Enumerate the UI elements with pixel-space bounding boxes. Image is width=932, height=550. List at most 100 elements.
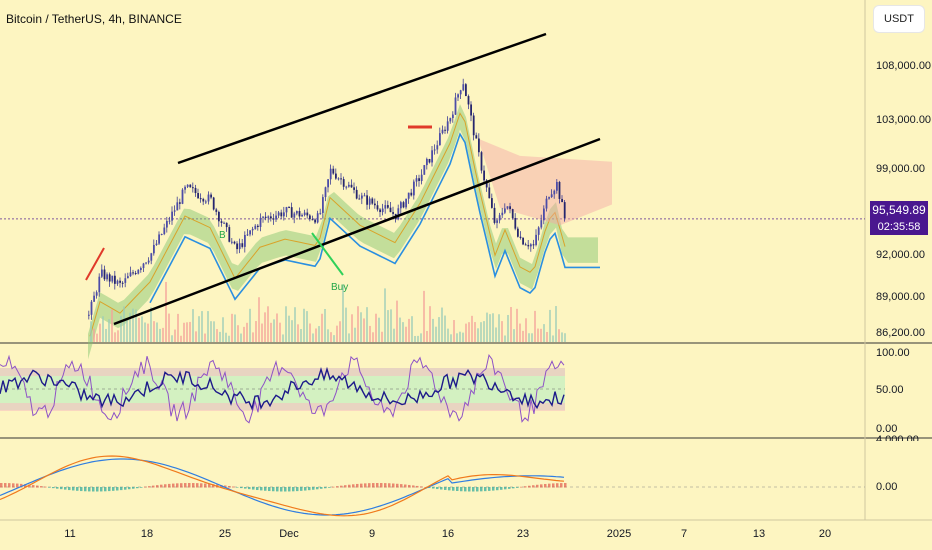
volume-bar: [519, 323, 521, 342]
macd-histogram-bar: [76, 487, 79, 491]
candle-body: [293, 213, 296, 218]
macd-histogram-bar: [412, 485, 415, 488]
candle-body: [129, 272, 132, 277]
volume-bar: [441, 307, 443, 342]
candle-body: [93, 295, 95, 302]
candle-body: [108, 274, 111, 282]
candle-body: [327, 179, 329, 188]
volume-bar: [429, 306, 431, 342]
macd-histogram-bar: [204, 483, 207, 488]
macd-histogram-bar: [240, 487, 243, 489]
volume-bar: [360, 312, 362, 342]
candle-body: [267, 216, 270, 218]
volume-bar: [492, 313, 494, 342]
candle-body: [283, 212, 285, 217]
candle-body: [218, 211, 220, 222]
volume-bar: [291, 320, 293, 342]
candle-body: [363, 195, 366, 197]
volume-bar: [177, 313, 179, 342]
volume-bar: [555, 306, 557, 342]
volume-bar: [168, 313, 170, 342]
volume-bar: [273, 319, 275, 342]
volume-bar: [342, 284, 344, 342]
macd-histogram-bar: [96, 487, 99, 492]
candle-body: [290, 207, 293, 218]
macd-histogram-bar: [308, 487, 311, 491]
candle-body: [116, 280, 119, 284]
volume-bar: [153, 321, 155, 342]
macd-histogram-bar: [52, 487, 55, 489]
candle-body: [415, 178, 418, 182]
candle-body: [384, 205, 387, 209]
candle-body: [514, 218, 517, 229]
volume-bar: [162, 327, 164, 342]
macd-histogram-bar: [108, 487, 111, 492]
volume-bar: [531, 333, 533, 342]
macd-histogram-bar: [268, 487, 271, 492]
macd-histogram-bar: [236, 487, 239, 488]
channel-upper-line: [177, 32, 547, 165]
volume-bar: [444, 315, 446, 342]
candle-body: [155, 243, 158, 245]
stochastic-line: [0, 354, 565, 424]
volume-bar: [300, 329, 302, 342]
candle-body: [184, 186, 186, 190]
macd-histogram-bar: [540, 484, 543, 488]
volume-bar: [564, 333, 566, 342]
volume-bar: [183, 322, 185, 342]
candle-body: [457, 94, 459, 98]
y-tick-label: 108,000.00: [876, 60, 932, 72]
volume-bar: [147, 323, 149, 342]
volume-bar: [405, 326, 407, 342]
macd-histogram-bar: [244, 487, 247, 489]
volume-bar: [465, 323, 467, 342]
candle-body: [530, 244, 532, 247]
volume-bar: [102, 316, 104, 342]
currency-button[interactable]: USDT: [873, 5, 925, 33]
macd-histogram-bar: [264, 487, 267, 491]
x-tick-label: 11: [64, 528, 76, 540]
macd-histogram-bar: [12, 483, 15, 488]
volume-bar: [339, 321, 341, 342]
candle-body: [480, 152, 483, 171]
volume-bar: [105, 328, 107, 342]
candle-body: [392, 212, 394, 214]
candle-body: [106, 274, 108, 280]
macd-histogram-bar: [100, 487, 103, 492]
volume-bar: [507, 314, 509, 342]
macd-histogram-bar: [252, 487, 255, 490]
candle-body: [501, 212, 504, 216]
last-price-badge: 95,549.89: [870, 201, 928, 219]
volume-bar: [210, 321, 212, 342]
y-tick-label: 103,000.00: [876, 114, 932, 126]
volume-bar: [108, 319, 110, 342]
macd-histogram-bar: [452, 487, 455, 491]
macd-histogram-bar: [56, 487, 59, 489]
macd-histogram-bar: [24, 484, 27, 488]
macd-histogram-bar: [104, 487, 107, 492]
candle-body: [264, 216, 267, 218]
candle-body: [309, 215, 311, 220]
macd-histogram-bar: [384, 483, 387, 488]
volume-bar: [411, 316, 413, 342]
volume-bar: [534, 310, 536, 342]
candle-body: [431, 150, 433, 163]
candle-body: [238, 243, 241, 250]
candle-body: [485, 180, 488, 188]
candle-body: [433, 149, 436, 151]
volume-bar: [420, 333, 422, 342]
volume-bar: [126, 319, 128, 342]
volume-bar: [174, 329, 176, 342]
macd-histogram-bar: [160, 484, 163, 488]
volume-bar: [387, 310, 389, 342]
candle-body: [376, 205, 379, 210]
candle-body: [462, 84, 465, 91]
b-signal-label: B: [219, 230, 226, 241]
candle-body: [145, 262, 147, 264]
candle-body: [179, 202, 181, 204]
macd-histogram-bar: [348, 484, 351, 488]
macd-histogram-bar: [320, 487, 323, 489]
future-cloud: [478, 138, 612, 226]
macd-histogram-bar: [224, 485, 227, 488]
